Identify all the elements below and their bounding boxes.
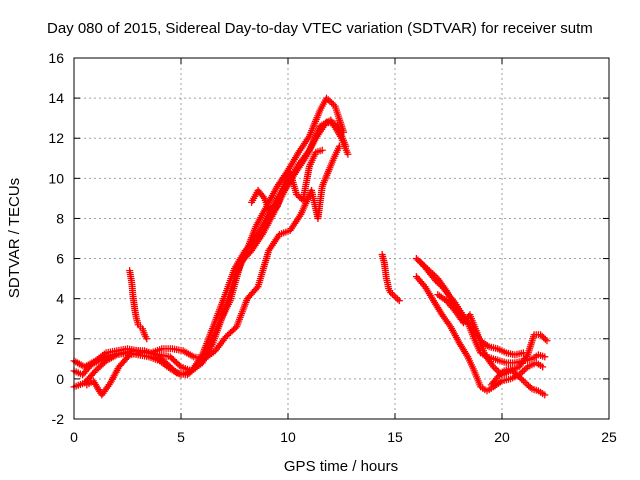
y-axis-label: SDTVAR / TECUs: [6, 178, 23, 298]
x-tick-label: 5: [177, 429, 185, 445]
data-point: [328, 99, 336, 107]
data-point: [515, 372, 523, 380]
data-point: [538, 332, 546, 340]
data-point: [537, 331, 545, 339]
plot-frame: [73, 57, 610, 420]
y-tick-label: 12: [48, 130, 64, 146]
y-tick-label: -2: [52, 411, 65, 427]
data-point: [519, 368, 527, 376]
data-point: [392, 293, 400, 301]
data-point: [412, 255, 420, 263]
y-tick-label: 4: [56, 291, 64, 307]
data-point: [318, 146, 326, 154]
data-point: [510, 368, 518, 376]
data-point: [521, 378, 529, 386]
data-point: [344, 150, 352, 158]
data-point: [394, 295, 402, 303]
data-point: [523, 380, 531, 388]
data-point: [539, 363, 547, 371]
x-tick-label: 10: [280, 429, 296, 445]
data-point: [508, 366, 516, 374]
data-point: [516, 374, 524, 382]
axis-ticks: 0 5 10 15 20 25 -2 0 2 4 6 8 10 12 14 16: [48, 50, 617, 445]
data-point: [494, 373, 502, 381]
data-point: [335, 142, 343, 150]
y-tick-label: 14: [48, 90, 64, 106]
x-tick-label: 15: [387, 429, 403, 445]
data-point: [520, 366, 528, 374]
data-point: [518, 375, 526, 383]
data-point: [395, 297, 403, 305]
data-point: [543, 337, 551, 345]
y-tick-label: 0: [56, 371, 64, 387]
y-tick-label: 2: [56, 331, 64, 347]
data-point: [511, 369, 519, 377]
data-point: [497, 370, 505, 378]
data-point: [259, 193, 267, 201]
data-point: [540, 334, 548, 342]
data-points: [70, 94, 551, 399]
data-point: [272, 204, 280, 212]
data-point: [253, 284, 261, 292]
data-point: [541, 353, 549, 361]
chart-title: Day 080 of 2015, Sidereal Day-to-day VTE…: [47, 20, 593, 37]
data-point: [495, 371, 503, 379]
data-point: [143, 335, 151, 343]
data-point: [175, 361, 183, 369]
data-point: [293, 190, 301, 198]
data-point: [507, 365, 515, 373]
y-tick-label: 6: [56, 251, 64, 267]
data-point: [171, 367, 179, 375]
y-tick-label: 10: [48, 170, 64, 186]
data-point: [541, 335, 549, 343]
data-point: [541, 391, 549, 399]
data-point: [499, 368, 507, 376]
data-point: [525, 382, 533, 390]
data-point: [513, 371, 521, 379]
x-axis-label: GPS time / hours: [284, 458, 398, 475]
x-tick-label: 20: [494, 429, 510, 445]
y-tick-label: 16: [48, 50, 64, 66]
data-point: [296, 193, 304, 201]
data-point: [390, 292, 398, 300]
x-tick-label: 0: [70, 429, 78, 445]
y-tick-label: 8: [56, 210, 64, 226]
data-point: [326, 97, 334, 105]
x-tick-label: 25: [601, 429, 617, 445]
data-point: [342, 142, 350, 150]
